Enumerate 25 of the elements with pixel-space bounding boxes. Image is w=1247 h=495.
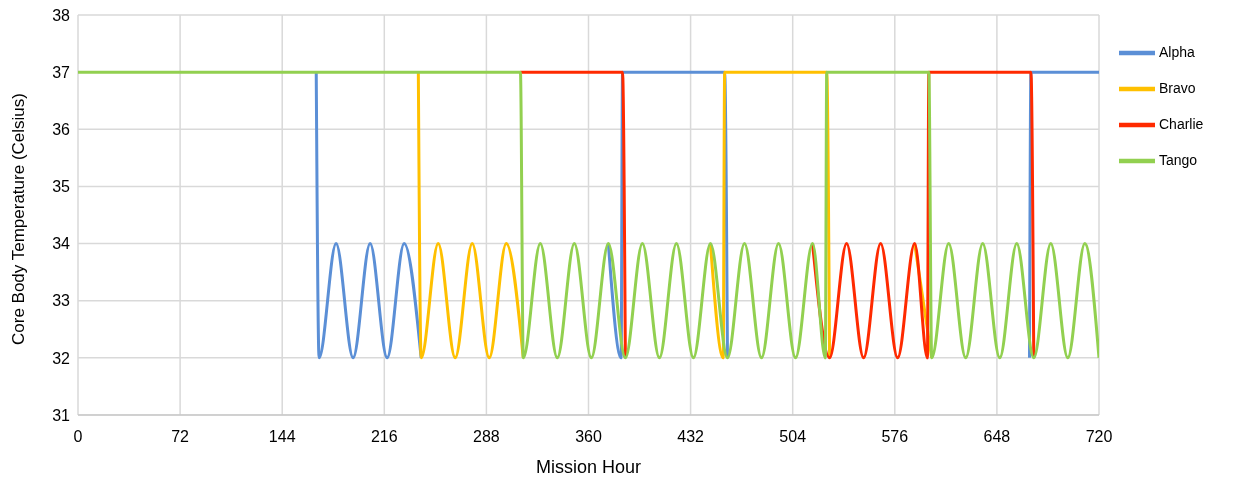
x-tick-label: 72	[171, 428, 190, 446]
x-tick-label: 576	[881, 428, 909, 446]
x-tick-label: 144	[268, 428, 296, 446]
y-tick-label: 32	[52, 349, 71, 367]
y-axis-title: Core Body Temperature (Celsius)	[9, 93, 29, 345]
x-tick-label: 720	[1085, 428, 1113, 446]
legend-label: Tango	[1159, 151, 1198, 168]
x-tick-label: 216	[370, 428, 398, 446]
y-tick-label: 35	[52, 178, 71, 196]
legend-label: Alpha	[1159, 43, 1195, 60]
x-tick-label: 648	[983, 428, 1011, 446]
legend-label: Charlie	[1159, 115, 1204, 132]
y-tick-label: 36	[52, 120, 71, 138]
x-tick-label: 360	[575, 428, 602, 446]
y-tick-label: 38	[52, 6, 71, 24]
x-axis-title: Mission Hour	[535, 457, 642, 477]
x-tick-label: 0	[73, 428, 83, 446]
y-tick-label: 33	[52, 292, 71, 310]
y-tick-label: 31	[52, 406, 71, 424]
x-tick-label: 432	[677, 428, 705, 446]
x-tick-label: 504	[779, 428, 807, 446]
legend-label: Bravo	[1159, 79, 1196, 96]
y-tick-label: 34	[52, 235, 71, 253]
y-tick-label: 37	[52, 63, 71, 81]
x-tick-label: 288	[473, 428, 500, 446]
